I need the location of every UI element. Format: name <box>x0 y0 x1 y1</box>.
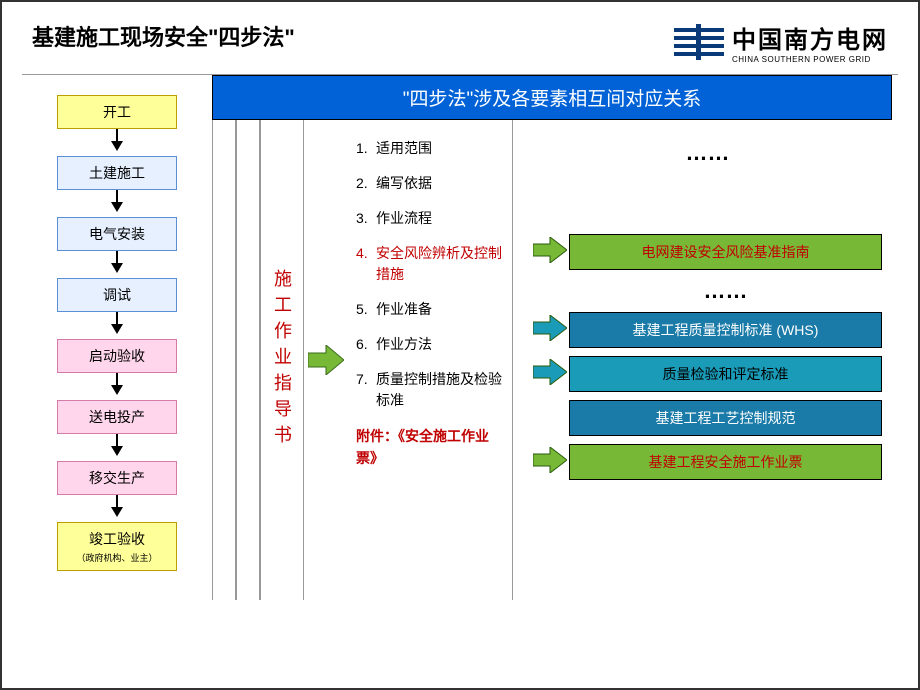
flow-box: 竣工验收（政府机构、业主） <box>57 522 177 571</box>
ref-row: 基建工程安全施工作业票 <box>533 444 882 480</box>
vertical-label: 施工作业指导书 <box>260 120 304 600</box>
mid-arrow <box>304 120 348 600</box>
arrow-down-icon <box>110 373 124 400</box>
flow-box: 送电投产 <box>57 400 177 434</box>
arrow-down-icon <box>110 495 124 522</box>
dots: …… <box>533 140 882 166</box>
logo-icon <box>674 24 724 60</box>
arrow-down-icon <box>110 312 124 339</box>
arrow-down-icon <box>110 190 124 217</box>
ref-box: 质量检验和评定标准 <box>569 356 882 392</box>
flow-box: 调试 <box>57 278 177 312</box>
flow-box: 开工 <box>57 95 177 129</box>
arrow-right-icon <box>533 237 569 268</box>
flow-box: 移交生产 <box>57 461 177 495</box>
spacer-col-2 <box>236 120 260 600</box>
logo: 中国南方电网 CHINA SOUTHERN POWER GRID <box>674 20 888 64</box>
ref-row: 基建工程质量控制标准 (WHS) <box>533 312 882 348</box>
reference-column: …… 电网建设安全风险基准指南 …… 基建工程质量控制标准 (WHS) 质量检验和评定标… <box>513 120 892 600</box>
list-item: 编写依据 <box>356 173 504 194</box>
arrow-right-icon <box>533 447 569 478</box>
arrow-right-icon <box>533 359 569 390</box>
ref-box: 基建工程工艺控制规范 <box>569 400 882 436</box>
arrow-down-icon <box>110 434 124 461</box>
ref-row: 基建工程工艺控制规范 <box>533 400 882 436</box>
list-item: 适用范围 <box>356 138 504 159</box>
attachment-note: 附件：《安全施工作业票》 <box>356 425 504 470</box>
list-item: 作业方法 <box>356 334 504 355</box>
ref-box: 基建工程质量控制标准 (WHS) <box>569 312 882 348</box>
list-item: 安全风险辨析及控制措施 <box>356 243 504 285</box>
ref-row: 质量检验和评定标准 <box>533 356 882 392</box>
ref-box: 电网建设安全风险基准指南 <box>569 234 882 270</box>
list-item: 作业准备 <box>356 299 504 320</box>
list-item: 质量控制措施及检验标准 <box>356 369 504 411</box>
ref-box: 基建工程安全施工作业票 <box>569 444 882 480</box>
arrow-down-icon <box>110 251 124 278</box>
flow-box: 土建施工 <box>57 156 177 190</box>
logo-cn: 中国南方电网 <box>732 20 888 55</box>
logo-en: CHINA SOUTHERN POWER GRID <box>732 55 888 64</box>
flow-box: 启动验收 <box>57 339 177 373</box>
left-flowchart: 开工土建施工电气安装调试启动验收送电投产移交生产竣工验收（政府机构、业主） <box>42 95 192 571</box>
page-title: 基建施工现场安全"四步法" <box>32 20 295 52</box>
arrow-right-icon <box>533 315 569 346</box>
dots: …… <box>569 278 882 304</box>
ref-row: 电网建设安全风险基准指南 <box>533 234 882 270</box>
list-item: 作业流程 <box>356 208 504 229</box>
numbered-list: 适用范围编写依据作业流程安全风险辨析及控制措施作业准备作业方法质量控制措施及检验… <box>348 120 513 600</box>
spacer-col-1 <box>212 120 236 600</box>
flow-box: 电气安装 <box>57 217 177 251</box>
banner: "四步法"涉及各要素相互间对应关系 <box>212 75 892 120</box>
arrow-down-icon <box>110 129 124 156</box>
